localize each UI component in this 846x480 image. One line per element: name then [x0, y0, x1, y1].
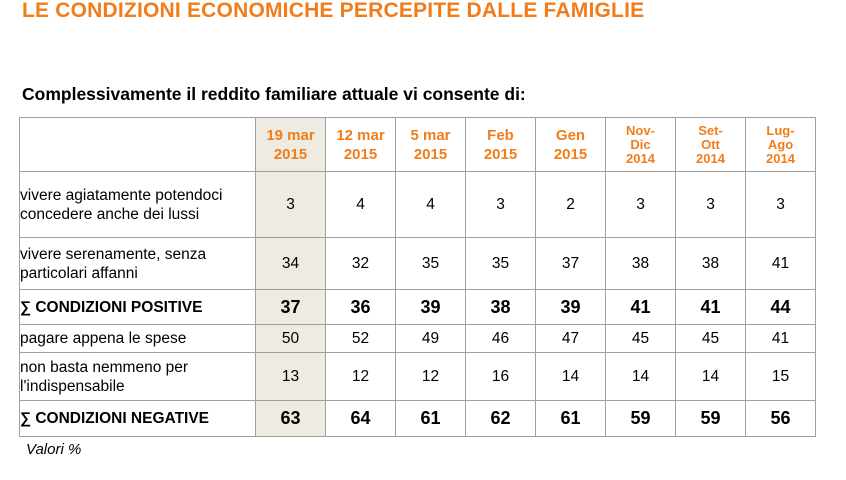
- value-cell: 62: [465, 400, 536, 437]
- page-title: LE CONDIZIONI ECONOMICHE PERCEPITE DALLE…: [22, 0, 645, 22]
- value-cell: 49: [395, 324, 466, 353]
- value-cell: 63: [255, 400, 326, 437]
- value-cell: 14: [535, 352, 606, 401]
- table-row: non basta nemmeno per l'indispensabile 1…: [19, 352, 816, 401]
- value-cell: 3: [255, 171, 326, 238]
- value-cell: 16: [465, 352, 536, 401]
- corner-cell: [19, 117, 256, 172]
- value-cell: 4: [325, 171, 396, 238]
- value-cell: 41: [745, 237, 816, 290]
- col-header-setott2014: Set- Ott 2014: [675, 117, 746, 172]
- value-cell: 39: [395, 289, 466, 325]
- col-header-19mar2015: 19 mar 2015: [255, 117, 326, 172]
- value-cell: 3: [675, 171, 746, 238]
- value-cell: 45: [605, 324, 676, 353]
- col-header-lugago2014: Lug- Ago 2014: [745, 117, 816, 172]
- value-cell: 14: [605, 352, 676, 401]
- value-cell: 3: [465, 171, 536, 238]
- value-cell: 32: [325, 237, 396, 290]
- value-cell: 38: [675, 237, 746, 290]
- value-cell: 41: [605, 289, 676, 325]
- col-header-5mar2015: 5 mar 2015: [395, 117, 466, 172]
- col-header-gen2015: Gen 2015: [535, 117, 606, 172]
- value-cell: 44: [745, 289, 816, 325]
- value-cell: 3: [605, 171, 676, 238]
- value-cell: 37: [535, 237, 606, 290]
- value-cell: 64: [325, 400, 396, 437]
- value-cell: 35: [465, 237, 536, 290]
- value-cell: 2: [535, 171, 606, 238]
- row-label: non basta nemmeno per l'indispensabile: [19, 352, 256, 401]
- table-question: Complessivamente il reddito familiare at…: [22, 84, 526, 104]
- value-cell: 12: [325, 352, 396, 401]
- header-row: 19 mar 2015 12 mar 2015 5 mar 2015 Feb 2015 …: [19, 117, 816, 172]
- value-cell: 50: [255, 324, 326, 353]
- row-label: pagare appena le spese: [19, 324, 256, 353]
- value-cell: 38: [605, 237, 676, 290]
- value-cell: 12: [395, 352, 466, 401]
- table-row: vivere serenamente, senza particolari af…: [19, 237, 816, 290]
- value-cell: 61: [395, 400, 466, 437]
- value-cell: 38: [465, 289, 536, 325]
- value-cell: 3: [745, 171, 816, 238]
- value-cell: 59: [605, 400, 676, 437]
- value-cell: 15: [745, 352, 816, 401]
- value-cell: 56: [745, 400, 816, 437]
- value-cell: 59: [675, 400, 746, 437]
- table-row: pagare appena le spese 50 52 49 46 47 45…: [19, 324, 816, 353]
- value-cell: 34: [255, 237, 326, 290]
- row-label: vivere serenamente, senza particolari af…: [19, 237, 256, 290]
- value-cell: 4: [395, 171, 466, 238]
- footnote: Valori %: [26, 441, 82, 458]
- value-cell: 13: [255, 352, 326, 401]
- value-cell: 39: [535, 289, 606, 325]
- table-row-total-negative: ∑ CONDIZIONI NEGATIVE 63 64 61 62 61 59 …: [19, 400, 816, 437]
- survey-table: 19 mar 2015 12 mar 2015 5 mar 2015 Feb 2015 …: [19, 117, 816, 437]
- value-cell: 61: [535, 400, 606, 437]
- value-cell: 37: [255, 289, 326, 325]
- row-label: vivere agiatamente potendoci concedere a…: [19, 171, 256, 238]
- col-header-novdic2014: Nov- Dic 2014: [605, 117, 676, 172]
- row-label: ∑ CONDIZIONI POSITIVE: [19, 289, 256, 325]
- value-cell: 41: [745, 324, 816, 353]
- value-cell: 46: [465, 324, 536, 353]
- table-row: vivere agiatamente potendoci concedere a…: [19, 171, 816, 238]
- value-cell: 52: [325, 324, 396, 353]
- value-cell: 36: [325, 289, 396, 325]
- value-cell: 14: [675, 352, 746, 401]
- value-cell: 47: [535, 324, 606, 353]
- col-header-feb2015: Feb 2015: [465, 117, 536, 172]
- value-cell: 45: [675, 324, 746, 353]
- col-header-12mar2015: 12 mar 2015: [325, 117, 396, 172]
- row-label: ∑ CONDIZIONI NEGATIVE: [19, 400, 256, 437]
- value-cell: 41: [675, 289, 746, 325]
- table-row-total-positive: ∑ CONDIZIONI POSITIVE 37 36 39 38 39 41 …: [19, 289, 816, 325]
- value-cell: 35: [395, 237, 466, 290]
